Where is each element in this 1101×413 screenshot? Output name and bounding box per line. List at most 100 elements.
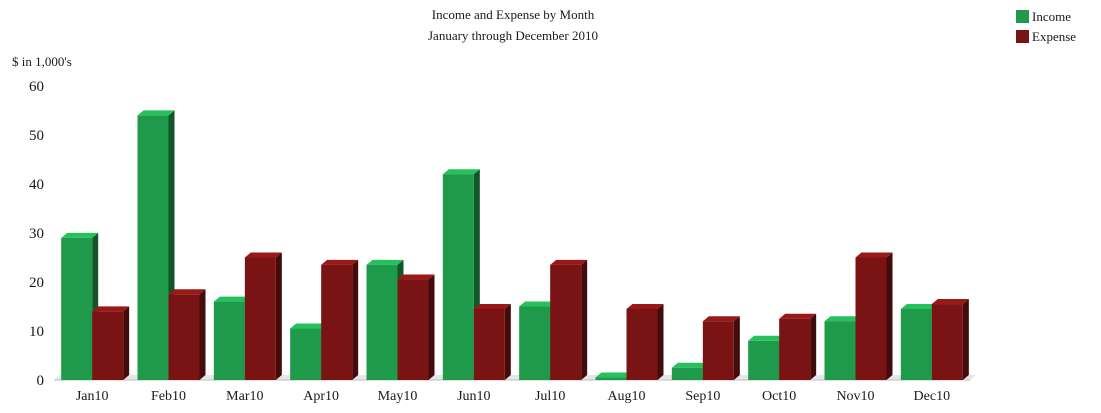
bar-top <box>626 303 664 309</box>
bar-front <box>519 306 551 380</box>
chart-title: Income and Expense by Month <box>432 7 595 22</box>
bar-front <box>321 264 353 380</box>
y-tick-label: 0 <box>37 373 45 389</box>
chart-subtitle: January through December 2010 <box>428 28 598 43</box>
bar-expense-feb10 <box>168 289 206 380</box>
bar-top <box>321 259 359 265</box>
bar-front <box>92 311 124 380</box>
legend-swatch-expense <box>1016 30 1029 43</box>
bar-expense-jul10 <box>550 259 588 380</box>
bar-front <box>244 257 276 380</box>
bar-top <box>702 316 740 322</box>
bar-top <box>168 289 206 295</box>
bar-side <box>504 303 511 380</box>
bar-expense-mar10 <box>244 252 282 380</box>
bar-front <box>626 308 658 380</box>
bar-top <box>213 296 251 302</box>
bar-front <box>779 318 811 380</box>
y-axis-label: $ in 1,000's <box>12 54 72 69</box>
bar-side <box>428 274 435 380</box>
bar-top <box>92 306 130 312</box>
bar-side <box>199 289 206 380</box>
bar-front <box>900 308 932 380</box>
bar-top <box>671 362 709 368</box>
bar-expense-dec10 <box>931 299 969 380</box>
bar-front <box>137 115 169 381</box>
y-tick-label: 60 <box>29 79 44 95</box>
x-tick-label: Nov10 <box>836 389 874 404</box>
bar-top <box>442 169 480 175</box>
x-tick-label: Apr10 <box>303 389 339 404</box>
bar-top <box>824 316 862 322</box>
bar-top <box>550 259 588 265</box>
x-tick-label: Sep10 <box>685 389 720 404</box>
legend-swatch-income <box>1016 10 1029 23</box>
x-ticks: Jan10 Feb10 Mar10 Apr10 May10 Jun10 Jul10 Aug10… <box>76 389 950 404</box>
bar-income-jun10 <box>442 169 480 380</box>
bar-front <box>290 328 322 380</box>
x-tick-label: Jun10 <box>457 389 490 404</box>
bar-top <box>779 313 817 319</box>
bar-front <box>366 264 398 380</box>
chart-floor <box>54 375 976 380</box>
bar-front <box>61 237 93 380</box>
legend: Income Expense <box>1016 9 1076 44</box>
bar-expense-jan10 <box>92 306 130 380</box>
x-tick-label: Aug10 <box>607 389 645 404</box>
legend-label-income: Income <box>1032 9 1071 24</box>
bar-top <box>519 301 557 307</box>
bar-front <box>213 301 245 380</box>
bar-top <box>595 372 633 378</box>
bar-side <box>962 299 969 380</box>
x-tick-label: Feb10 <box>151 389 186 404</box>
y-tick-label: 50 <box>29 128 44 144</box>
bars <box>61 110 969 381</box>
bar-front <box>595 377 627 380</box>
bar-top <box>61 232 99 238</box>
bar-front <box>442 174 474 380</box>
bar-front <box>397 279 429 380</box>
legend-label-expense: Expense <box>1032 29 1076 44</box>
x-tick-label: Dec10 <box>914 389 951 404</box>
y-tick-label: 30 <box>29 226 44 242</box>
y-tick-label: 20 <box>29 275 44 291</box>
bar-front <box>748 340 780 380</box>
bar-top <box>748 335 786 341</box>
bar-front <box>473 308 505 380</box>
bar-top <box>855 252 893 258</box>
bar-front <box>702 321 734 380</box>
bar-top <box>900 303 938 309</box>
bar-side <box>123 306 130 380</box>
bar-expense-apr10 <box>321 259 359 380</box>
bar-top <box>137 110 175 116</box>
bar-expense-jun10 <box>473 303 511 380</box>
bar-side <box>275 252 282 380</box>
bar-side <box>581 259 588 380</box>
bar-top <box>397 274 435 280</box>
bar-top <box>473 303 511 309</box>
bar-expense-aug10 <box>626 303 664 380</box>
bar-front <box>671 367 703 380</box>
bar-top <box>931 299 969 305</box>
x-tick-label: Oct10 <box>762 389 796 404</box>
bar-top <box>244 252 282 258</box>
bar-expense-sep10 <box>702 316 740 380</box>
bar-front <box>931 304 963 380</box>
axes <box>54 375 976 381</box>
bar-side <box>733 316 740 380</box>
y-tick-label: 40 <box>29 177 44 193</box>
bar-side <box>657 303 664 380</box>
bar-expense-may10 <box>397 274 435 380</box>
bar-side <box>810 313 817 380</box>
bar-front <box>855 257 887 380</box>
x-tick-label: Jul10 <box>535 389 565 404</box>
y-tick-label: 10 <box>29 324 44 340</box>
bar-expense-oct10 <box>779 313 817 380</box>
bar-front <box>550 264 582 380</box>
bar-front <box>168 294 200 380</box>
x-tick-label: Mar10 <box>226 389 263 404</box>
y-ticks: 0 10 20 30 40 50 60 <box>29 79 44 389</box>
x-tick-label: Jan10 <box>76 389 109 404</box>
